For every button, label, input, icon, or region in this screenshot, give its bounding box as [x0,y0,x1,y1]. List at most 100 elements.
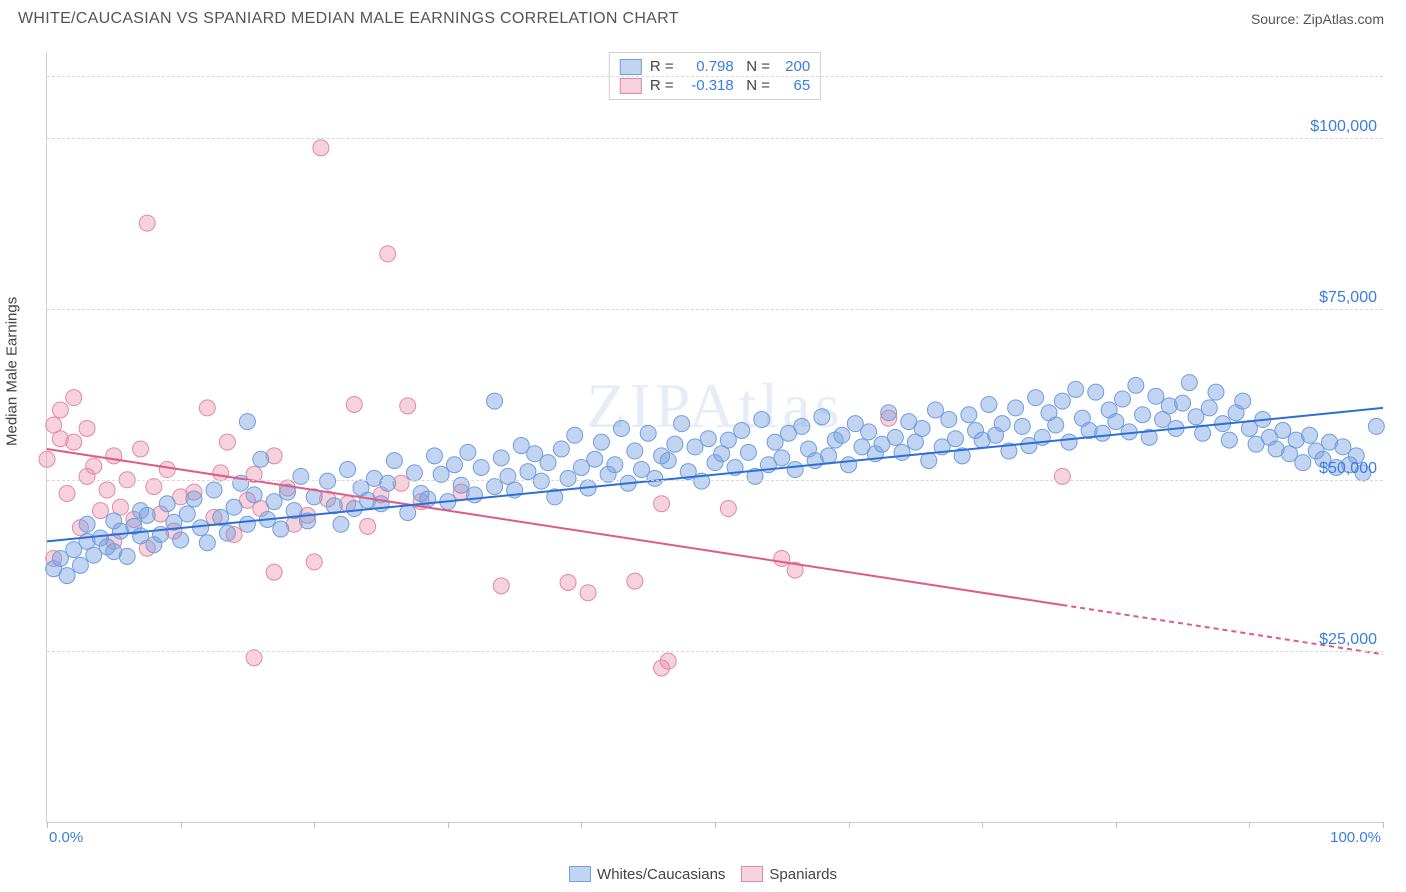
scatter-point-s1 [333,516,349,532]
scatter-point-s2 [266,564,282,580]
scatter-point-s1 [787,462,803,478]
scatter-point-s1 [219,525,235,541]
scatter-point-s1 [266,494,282,510]
scatter-point-s2 [360,518,376,534]
legend-row: R = -0.318 N = 65 [620,76,810,95]
legend-stats: R = -0.318 N = 65 [650,77,810,94]
scatter-point-s1 [380,475,396,491]
scatter-point-s1 [540,455,556,471]
scatter-point-s1 [239,516,255,532]
scatter-point-s2 [654,496,670,512]
scatter-point-s1 [1068,381,1084,397]
scatter-point-s1 [553,441,569,457]
scatter-point-s1 [179,506,195,522]
scatter-point-s2 [92,503,108,519]
scatter-point-s1 [941,412,957,428]
scatter-point-s1 [834,427,850,443]
scatter-point-s1 [467,487,483,503]
scatter-point-s1 [119,548,135,564]
scatter-point-s1 [887,429,903,445]
scatter-point-s1 [1028,390,1044,406]
legend-row: R = 0.798 N = 200 [620,57,810,76]
chart-svg [47,52,1383,822]
source-label: Source: ZipAtlas.com [1251,11,1384,27]
scatter-point-s1 [587,451,603,467]
scatter-point-s1 [1235,393,1251,409]
scatter-point-s1 [293,468,309,484]
scatter-point-s1 [613,420,629,436]
scatter-point-s1 [700,431,716,447]
x-tick [181,822,182,828]
x-tick [982,822,983,828]
scatter-point-s2 [86,458,102,474]
scatter-point-s1 [239,414,255,430]
scatter-point-s1 [487,393,503,409]
scatter-point-s1 [607,457,623,473]
scatter-point-s1 [674,416,690,432]
legend-swatch [620,78,642,94]
legend-swatch [741,866,763,882]
scatter-point-s1 [1054,393,1070,409]
scatter-point-s1 [1128,377,1144,393]
scatter-point-s1 [640,425,656,441]
scatter-point-s1 [1208,384,1224,400]
x-tick [47,822,48,828]
gridline [47,651,1383,652]
scatter-point-s1 [1088,384,1104,400]
y-tick-label: $25,000 [1319,631,1377,649]
scatter-point-s2 [1054,468,1070,484]
scatter-point-s1 [59,568,75,584]
scatter-point-s2 [133,441,149,457]
scatter-point-s2 [52,402,68,418]
scatter-point-s1 [446,457,462,473]
scatter-point-s1 [199,535,215,551]
scatter-point-s1 [720,432,736,448]
scatter-point-s2 [159,462,175,478]
scatter-point-s2 [493,578,509,594]
scatter-point-s2 [774,550,790,566]
scatter-point-s1 [647,470,663,486]
scatter-point-s1 [841,457,857,473]
scatter-point-s1 [1181,375,1197,391]
scatter-point-s1 [426,448,442,464]
scatter-point-s1 [734,422,750,438]
scatter-point-s2 [139,215,155,231]
scatter-point-s2 [99,482,115,498]
scatter-point-s2 [213,465,229,481]
scatter-point-s2 [346,396,362,412]
x-tick [1383,822,1384,828]
scatter-point-s2 [660,653,676,669]
scatter-point-s1 [994,416,1010,432]
legend-label: Spaniards [769,866,837,883]
scatter-point-s2 [627,573,643,589]
scatter-point-s1 [1195,425,1211,441]
scatter-point-s2 [59,485,75,501]
scatter-point-s2 [66,390,82,406]
scatter-point-s2 [106,448,122,464]
y-tick-label: $50,000 [1319,460,1377,478]
y-axis-title: Median Male Earnings [4,297,21,446]
scatter-point-s1 [1108,414,1124,430]
scatter-point-s1 [981,396,997,412]
scatter-point-s1 [1201,400,1217,416]
scatter-point-s1 [193,520,209,536]
scatter-point-s1 [1094,425,1110,441]
scatter-point-s1 [159,496,175,512]
scatter-point-s1 [1221,432,1237,448]
chart-plot-area: ZIPAtlas R = 0.798 N = 200R = -0.318 N =… [46,52,1383,823]
scatter-point-s2 [313,140,329,156]
scatter-point-s1 [754,412,770,428]
scatter-point-s2 [306,554,322,570]
scatter-point-s1 [406,465,422,481]
scatter-point-s1 [320,473,336,489]
scatter-point-s1 [72,557,88,573]
y-tick-label: $100,000 [1310,118,1377,136]
scatter-point-s1 [79,516,95,532]
gridline [47,309,1383,310]
scatter-point-s2 [146,479,162,495]
x-tick [581,822,582,828]
scatter-point-s1 [821,448,837,464]
scatter-point-s1 [386,453,402,469]
scatter-point-s1 [186,491,202,507]
scatter-point-s1 [1275,422,1291,438]
